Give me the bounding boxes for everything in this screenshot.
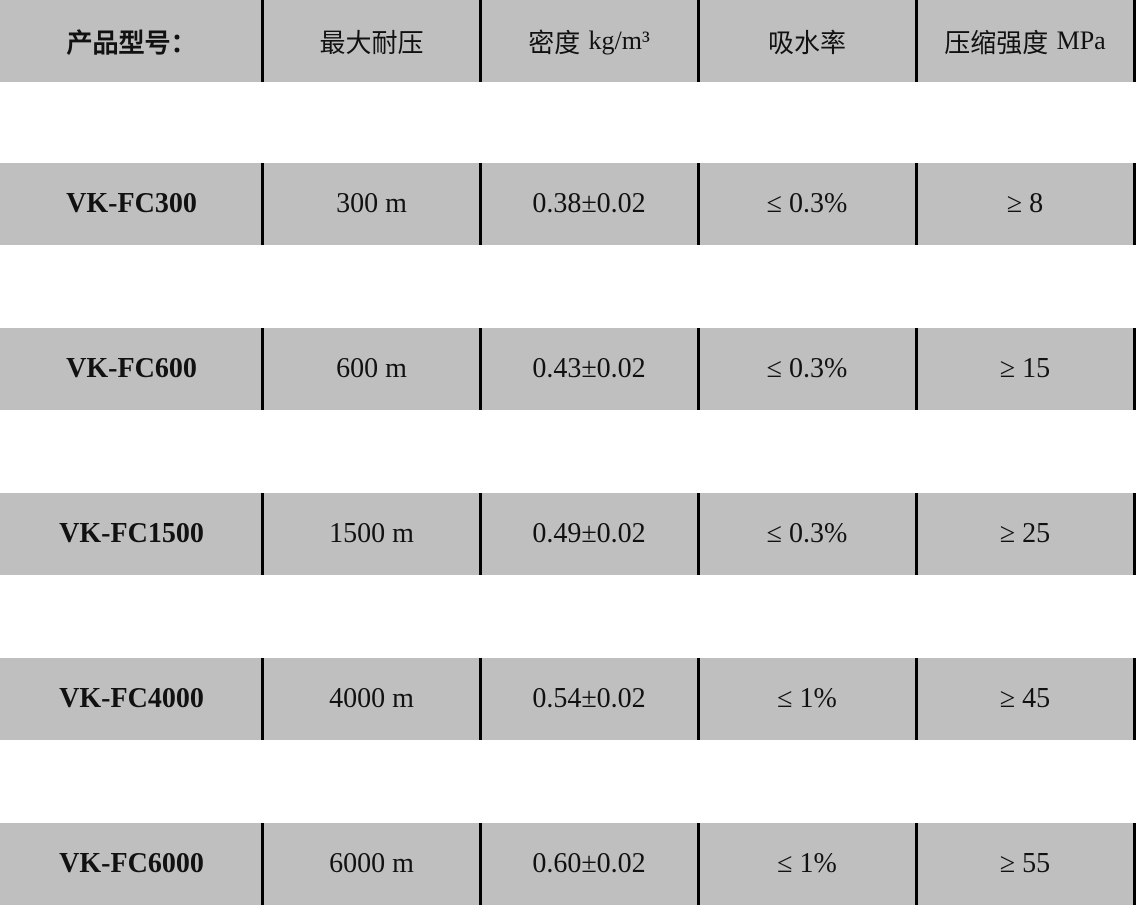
cell-model: VK-FC6000 [59,848,204,879]
column-divider [915,493,918,575]
column-divider [915,823,918,905]
strength-unit: MPa [1056,26,1106,55]
cell-density: 0.38±0.02 [532,188,646,219]
cell-water-absorption: ≤ 0.3% [766,188,848,219]
cell-max-pressure: 4000 m [329,683,414,714]
cell-density: 0.54±0.02 [532,683,646,714]
header-strength: 压缩强度 MPa [916,0,1134,82]
table-header-row: 产品型号： 最大耐压 密度 kg/m³ 吸水率 压缩强度 MPa [0,0,1136,82]
column-divider [479,0,482,82]
column-divider [1133,823,1136,905]
column-divider [1133,328,1136,410]
column-divider [479,493,482,575]
column-divider [697,163,700,245]
column-divider [1133,0,1136,82]
column-divider [1133,658,1136,740]
column-divider [261,823,264,905]
cell-max-pressure: 1500 m [329,518,414,549]
column-divider [915,658,918,740]
column-divider [479,163,482,245]
column-divider [697,658,700,740]
header-max-pressure: 最大耐压 [319,28,424,59]
cell-model: VK-FC300 [66,188,197,219]
cell-water-absorption: ≤ 0.3% [766,353,848,384]
cell-water-absorption: ≤ 1% [777,848,837,879]
column-divider [915,0,918,82]
column-divider [697,0,700,82]
cell-max-pressure: 600 m [336,353,407,384]
cell-max-pressure: 6000 m [329,848,414,879]
cell-strength: ≥ 55 [999,848,1051,879]
column-divider [915,163,918,245]
header-density: 密度 kg/m³ [480,0,698,82]
cell-density: 0.49±0.02 [532,518,646,549]
strength-label: 压缩强度 [944,28,1049,59]
cell-strength: ≥ 45 [999,683,1051,714]
column-divider [915,328,918,410]
column-divider [697,493,700,575]
column-divider [261,493,264,575]
column-divider [479,823,482,905]
cell-strength: ≥ 8 [1006,188,1044,219]
table-row: VK-FC1500 1500 m 0.49±0.02 ≤ 0.3% ≥ 25 [0,493,1136,575]
table-row: VK-FC600 600 m 0.43±0.02 ≤ 0.3% ≥ 15 [0,328,1136,410]
cell-model: VK-FC600 [66,353,197,384]
column-divider [697,823,700,905]
column-divider [261,163,264,245]
density-unit: kg/m³ [588,26,650,55]
table-row: VK-FC4000 4000 m 0.54±0.02 ≤ 1% ≥ 45 [0,658,1136,740]
cell-max-pressure: 300 m [336,188,407,219]
cell-water-absorption: ≤ 0.3% [766,518,848,549]
cell-water-absorption: ≤ 1% [777,683,837,714]
column-divider [479,658,482,740]
density-label: 密度 [528,28,581,59]
column-divider [479,328,482,410]
column-divider [1133,163,1136,245]
cell-model: VK-FC4000 [59,683,204,714]
column-divider [261,0,264,82]
cell-density: 0.60±0.02 [532,848,646,879]
header-water-absorption: 吸水率 [767,28,846,59]
table-row: VK-FC300 300 m 0.38±0.02 ≤ 0.3% ≥ 8 [0,163,1136,245]
cell-strength: ≥ 25 [999,518,1051,549]
cell-model: VK-FC1500 [59,518,204,549]
cell-density: 0.43±0.02 [532,353,646,384]
cell-strength: ≥ 15 [999,353,1051,384]
column-divider [261,658,264,740]
column-divider [261,328,264,410]
column-divider [1133,493,1136,575]
header-model: 产品型号： [66,28,197,59]
table-row: VK-FC6000 6000 m 0.60±0.02 ≤ 1% ≥ 55 [0,823,1136,905]
column-divider [697,328,700,410]
